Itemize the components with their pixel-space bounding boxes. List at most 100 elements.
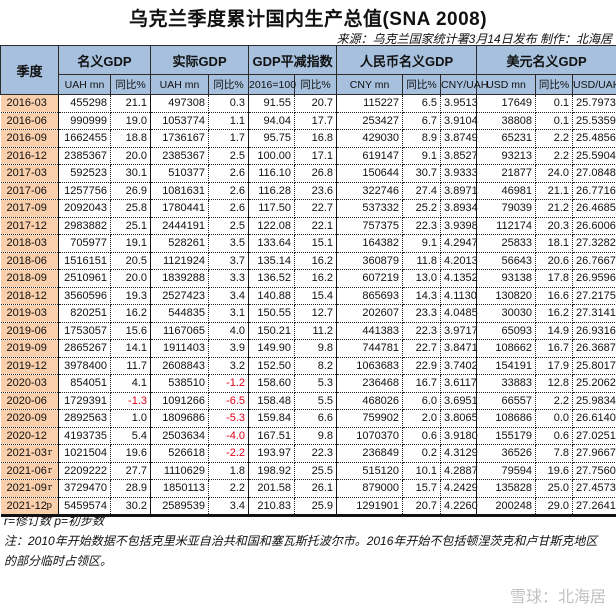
value-cell: 26.6006 — [572, 217, 616, 235]
value-cell: 150644 — [336, 164, 404, 183]
value-cell: 26.9 — [110, 182, 152, 200]
value-cell: 25.9 — [294, 497, 338, 517]
value-cell: 4.0485 — [440, 304, 478, 323]
value-cell: 19.3 — [110, 287, 152, 305]
value-cell: 3.9717 — [440, 322, 478, 340]
quarter-cell: 2016-12 — [0, 147, 59, 165]
value-cell: 8.9 — [402, 129, 442, 148]
value-cell: 4.2260 — [440, 497, 478, 517]
table-row: 2016-06 990999 19.0 1053774 1.1 94.04 17.7 2534… — [0, 112, 616, 130]
quarter-cell: 2019-09 — [0, 339, 59, 358]
value-cell: 1021504 — [58, 444, 111, 463]
table-row: 2021-06 r 2209222 27.7 1110629 1.8 198.92 25.5 5… — [0, 462, 616, 480]
value-cell: 130820 — [476, 287, 537, 305]
value-cell: 30.7 — [402, 164, 442, 183]
value-cell: 21.1 — [110, 94, 152, 113]
value-cell: 22.7 — [402, 339, 442, 358]
value-cell: 135828 — [476, 479, 537, 498]
quarter-cell: 2016-03 — [0, 94, 59, 113]
value-cell: 108662 — [476, 339, 537, 358]
value-cell: 66557 — [476, 392, 537, 410]
value-cell: 152.50 — [248, 357, 296, 375]
legend-note: r=修订数 p=初步数 — [4, 514, 105, 528]
value-cell: 20.5 — [110, 252, 152, 270]
value-cell: 16.7 — [535, 339, 574, 358]
header-quarter: 季度 — [0, 45, 59, 95]
value-cell: 1.1 — [208, 112, 250, 130]
quarter-label: 2020-09 — [6, 412, 47, 425]
value-cell: 3.9104 — [440, 112, 478, 130]
source-line: 来源：乌克兰国家统计署3月14日发布 制作：北海居 — [336, 32, 612, 46]
value-cell: 22.7 — [294, 199, 338, 218]
value-cell: 544835 — [150, 304, 210, 323]
value-cell: 3.9398 — [440, 217, 478, 235]
value-cell: 4.3129 — [440, 444, 478, 463]
value-cell: 1257756 — [58, 182, 111, 200]
value-cell: 253427 — [336, 112, 404, 130]
value-cell: 91.55 — [248, 94, 296, 113]
value-cell: 93138 — [476, 269, 537, 288]
table-row: 2021-03 r 1021504 19.6 526618 -2.2 193.97 22.3 2… — [0, 444, 616, 463]
subheader-cell: 同比% — [294, 74, 338, 95]
value-cell: 468026 — [336, 392, 404, 410]
value-cell: 1063683 — [336, 357, 404, 375]
table-row: 2020-06 1729391 -1.3 1091266 -6.5 158.48 5.5 46… — [0, 392, 616, 410]
value-cell: 56643 — [476, 252, 537, 270]
value-cell: 26.3687 — [572, 339, 616, 358]
value-cell: 18.1 — [535, 234, 574, 253]
table-row: 2020-09 2892563 1.0 1809686 -5.3 159.84 6.6 759… — [0, 409, 616, 428]
value-cell: 4.1 — [110, 374, 152, 393]
value-cell: 360879 — [336, 252, 404, 270]
value-cell: 20.0 — [110, 147, 152, 165]
table-row: 2018-09 2510961 20.0 1839288 3.3 136.52 16.2 60… — [0, 269, 616, 288]
value-cell: 27.2175 — [572, 287, 616, 305]
value-cell: 820251 — [58, 304, 111, 323]
table-row: 2019-09 2865267 14.1 1911403 3.9 149.90 9.8 744… — [0, 339, 616, 358]
quarter-cell: 2020-12 — [0, 427, 59, 445]
value-cell: 25.0 — [535, 479, 574, 498]
value-cell: 167.51 — [248, 427, 296, 445]
table-row: 2017-12 2983882 25.1 2444191 2.5 122.08 22.1 75… — [0, 217, 616, 235]
value-cell: 19.1 — [110, 234, 152, 253]
value-cell: 1839288 — [150, 269, 210, 288]
value-cell: 13.0 — [402, 269, 442, 288]
value-cell: 11.2 — [294, 322, 338, 340]
header-nominal-gdp: 名义GDP — [57, 45, 152, 75]
value-cell: 154191 — [476, 357, 537, 375]
value-cell: 140.88 — [248, 287, 296, 305]
value-cell: 100.00 — [248, 147, 296, 165]
value-cell: 11.8 — [402, 252, 442, 270]
table-row: 2016-03 455298 21.1 497308 0.3 91.55 20.7 11522… — [0, 94, 616, 113]
quarter-label: 2021-03 — [6, 447, 47, 460]
value-cell: 2.6 — [208, 199, 250, 218]
quarter-cell: 2021-03 r — [0, 444, 59, 463]
value-cell: 2503634 — [150, 427, 210, 445]
value-cell: 15.6 — [110, 322, 152, 340]
value-cell: 19.0 — [110, 112, 152, 130]
value-cell: 1110629 — [150, 462, 210, 480]
value-cell: 1780441 — [150, 199, 210, 218]
value-cell: 23.6 — [294, 182, 338, 200]
value-cell: 441383 — [336, 322, 404, 340]
subheader-cell: CNY/UAH — [440, 74, 488, 95]
value-cell: -1.2 — [208, 374, 250, 393]
value-cell: 22.3 — [402, 322, 442, 340]
value-cell: 27.9667 — [572, 444, 616, 463]
revision-flag: r — [47, 465, 52, 476]
value-cell: 79594 — [476, 462, 537, 480]
value-cell: 26.9596 — [572, 269, 616, 288]
table-row: 2019-12 3978400 11.7 2608843 3.2 152.50 8.2 106… — [0, 357, 616, 375]
value-cell: 27.4573 — [572, 479, 616, 498]
value-cell: 155179 — [476, 427, 537, 445]
value-cell: 2.2 — [535, 147, 574, 165]
footnote-cont: 的部分临时占领区。 — [4, 554, 113, 568]
value-cell: 6.6 — [294, 409, 338, 428]
value-cell: 79039 — [476, 199, 537, 218]
value-cell: 0.6 — [535, 427, 574, 445]
value-cell: 12.8 — [535, 374, 574, 393]
value-cell: 990999 — [58, 112, 111, 130]
value-cell: 8.2 — [294, 357, 338, 375]
value-cell: 9.1 — [402, 147, 442, 165]
value-cell: 25.4856 — [572, 129, 616, 148]
value-cell: 2.6 — [208, 182, 250, 200]
